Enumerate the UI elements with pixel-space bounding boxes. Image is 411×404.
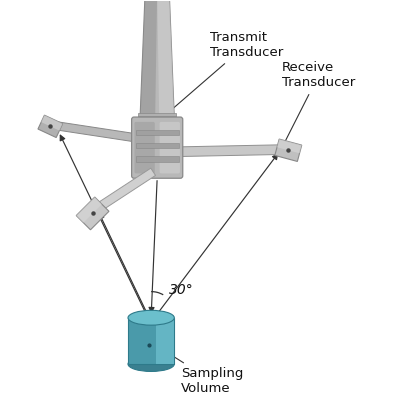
Text: Sampling
Volume: Sampling Volume — [157, 346, 244, 395]
FancyBboxPatch shape — [134, 122, 155, 173]
Polygon shape — [180, 147, 280, 149]
FancyBboxPatch shape — [159, 122, 180, 173]
Ellipse shape — [128, 310, 174, 325]
Text: Receive
Transducer: Receive Transducer — [282, 61, 355, 141]
Polygon shape — [136, 143, 179, 148]
Polygon shape — [136, 156, 179, 162]
Polygon shape — [157, 0, 174, 118]
Polygon shape — [76, 197, 102, 223]
Polygon shape — [156, 318, 174, 364]
Text: Transmit
Transducer: Transmit Transducer — [169, 31, 283, 112]
Polygon shape — [138, 116, 176, 120]
Polygon shape — [102, 174, 155, 208]
Polygon shape — [76, 197, 109, 230]
Text: 30°: 30° — [169, 282, 194, 297]
Polygon shape — [138, 114, 176, 125]
Polygon shape — [99, 168, 155, 210]
Polygon shape — [180, 145, 280, 156]
Polygon shape — [140, 0, 157, 118]
Polygon shape — [128, 318, 174, 364]
FancyBboxPatch shape — [132, 117, 183, 178]
Polygon shape — [277, 139, 302, 153]
Polygon shape — [54, 128, 134, 140]
Polygon shape — [54, 122, 135, 142]
Polygon shape — [41, 115, 62, 130]
Polygon shape — [38, 115, 62, 137]
Polygon shape — [275, 139, 302, 162]
Polygon shape — [140, 0, 174, 118]
Polygon shape — [136, 130, 179, 135]
Ellipse shape — [128, 357, 174, 371]
